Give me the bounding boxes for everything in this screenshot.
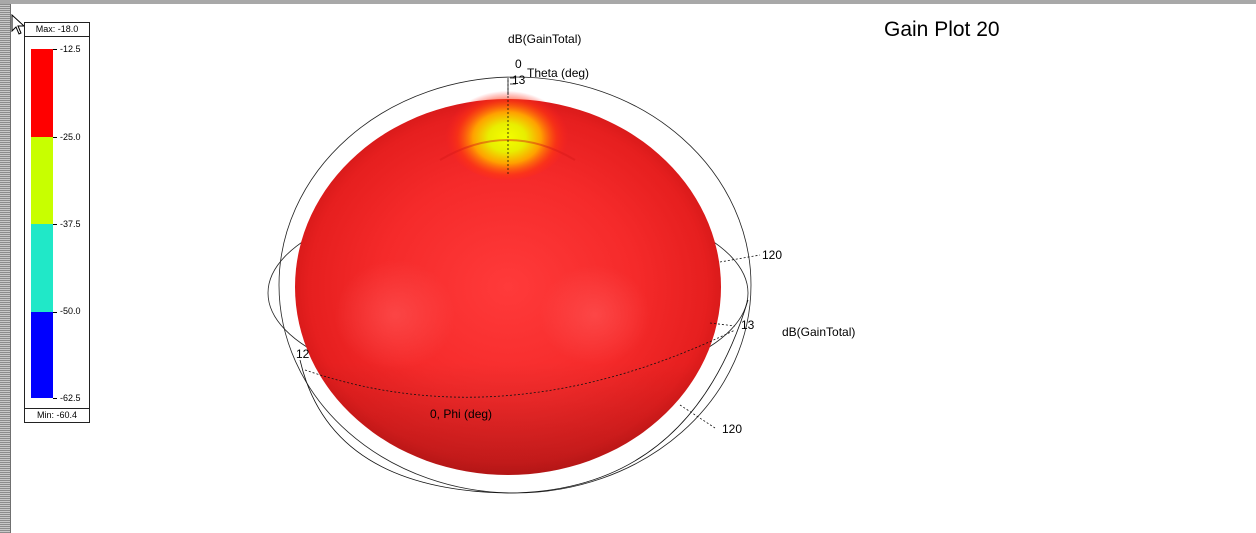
radius-label-right: 13 [741, 318, 755, 332]
legend-swatch-red [31, 49, 53, 137]
phi-120-label-bottom: 120 [722, 422, 742, 436]
plot-annotations: dB(GainTotal) 0 Theta (deg) 13 120 13 dB… [296, 32, 855, 436]
legend-tick-label: -50.0 [60, 306, 81, 316]
theta-axis-label: Theta (deg) [527, 66, 589, 80]
theta-120-label-right: 120 [762, 248, 782, 262]
legend-swatch-blue [31, 312, 53, 398]
window-top-border [0, 0, 1256, 4]
legend-swatch-yellow-green [31, 137, 53, 224]
legend-tick-label: -25.0 [60, 132, 81, 142]
legend-min-label: Min: -60.4 [25, 408, 89, 422]
color-legend: Max: -18.0 -12.5 -25.0 -37.5 -50.0 -62.5… [24, 22, 90, 423]
plot-title: Gain Plot 20 [884, 18, 1000, 41]
legend-tick-mark [53, 224, 57, 225]
legend-tick-mark [53, 398, 57, 399]
legend-tick-label: -37.5 [60, 219, 81, 229]
left-scrollbar[interactable] [0, 4, 11, 533]
axis-lines [299, 77, 761, 494]
quantity-label-top: dB(GainTotal) [508, 32, 581, 46]
theta-120-label-left: 12 [296, 347, 310, 361]
legend-tick-mark [53, 137, 57, 138]
legend-swatch-cyan [31, 224, 53, 312]
legend-max-label: Max: -18.0 [25, 23, 89, 37]
legend-tick-mark [53, 312, 57, 313]
legend-tick-mark [53, 49, 57, 50]
theta-radius-label: 13 [512, 73, 526, 87]
legend-tick-label: -62.5 [60, 393, 81, 403]
quantity-label-right: dB(GainTotal) [782, 325, 855, 339]
radiation-pattern-surface [295, 86, 721, 475]
arrow-cursor-icon [11, 14, 26, 35]
theta-zero-label: 0 [515, 57, 522, 71]
legend-tick-label: -12.5 [60, 44, 81, 54]
phi-axis-label: 0, Phi (deg) [430, 407, 492, 421]
